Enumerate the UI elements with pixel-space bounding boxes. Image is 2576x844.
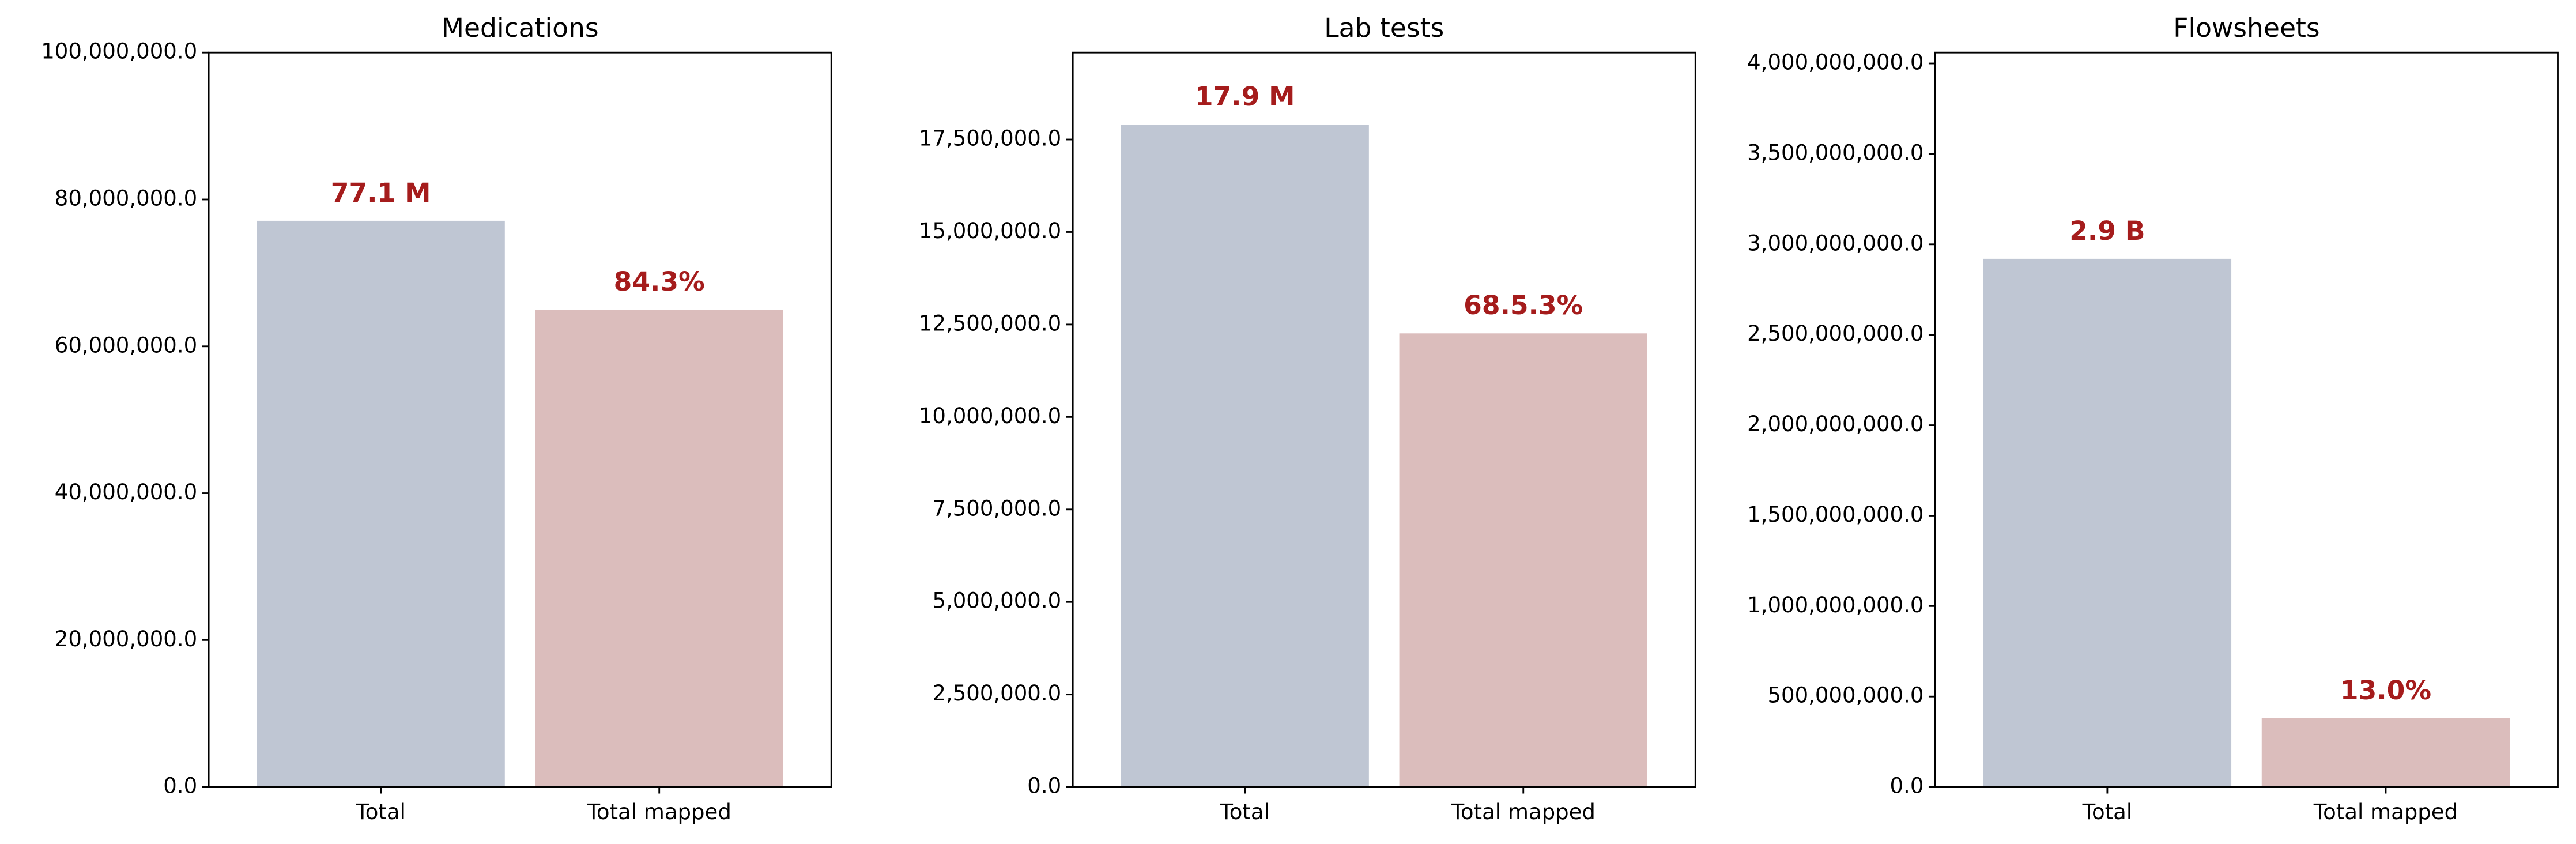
y-tick-label: 60,000,000.0 xyxy=(55,333,197,357)
bar-label: 2.9 B xyxy=(2069,216,2145,246)
y-tick-label: 0.0 xyxy=(163,774,197,798)
bar-label: 68.5.3% xyxy=(1464,290,1583,321)
y-tick-label: 500,000,000.0 xyxy=(1767,683,1923,708)
chart-title: Lab tests xyxy=(1324,13,1444,43)
bar xyxy=(1121,125,1369,788)
y-tick-label: 80,000,000.0 xyxy=(55,186,197,210)
y-tick-label: 2,500,000.0 xyxy=(932,681,1061,706)
bar xyxy=(1399,333,1647,788)
y-tick-label: 15,000,000.0 xyxy=(919,218,1061,243)
axes-frame xyxy=(1934,51,2559,788)
bar xyxy=(535,310,783,788)
bar xyxy=(257,220,505,788)
x-tick-label: Total mapped xyxy=(1451,800,1596,824)
y-tick-label: 100,000,000.0 xyxy=(41,39,197,64)
y-tick-label: 7,500,000.0 xyxy=(932,496,1061,521)
chart-title: Flowsheets xyxy=(2173,13,2319,43)
y-tick-label: 0.0 xyxy=(1890,774,1924,798)
y-tick-label: 12,500,000.0 xyxy=(919,311,1061,336)
y-tick-label: 10,000,000.0 xyxy=(919,404,1061,428)
y-tick-label: 2,500,000,000.0 xyxy=(1747,321,1923,346)
x-tick-label: Total xyxy=(2082,800,2132,824)
x-tick-label: Total xyxy=(355,800,405,824)
y-tick-label: 17,500,000.0 xyxy=(919,126,1061,151)
x-tick-label: Total mapped xyxy=(2313,800,2458,824)
bar-label: 84.3% xyxy=(614,266,705,297)
bar-label: 77.1 M xyxy=(331,178,431,208)
bar xyxy=(2261,718,2510,788)
bar-label: 17.9 M xyxy=(1195,81,1295,112)
y-tick-label: 20,000,000.0 xyxy=(55,627,197,651)
x-tick-label: Total xyxy=(1219,800,1269,824)
y-tick-label: 5,000,000.0 xyxy=(932,589,1061,613)
y-tick-label: 1,500,000,000.0 xyxy=(1747,502,1923,527)
chart-title: Medications xyxy=(442,13,599,43)
axes-frame xyxy=(208,51,832,788)
y-tick-label: 1,000,000,000.0 xyxy=(1747,593,1923,617)
y-tick-label: 0.0 xyxy=(1027,774,1061,798)
y-tick-label: 40,000,000.0 xyxy=(55,480,197,504)
x-tick-label: Total mapped xyxy=(587,800,731,824)
bar-label: 13.0% xyxy=(2340,675,2431,706)
y-tick-label: 2,000,000,000.0 xyxy=(1747,412,1923,436)
y-tick-label: 3,000,000,000.0 xyxy=(1747,231,1923,255)
y-tick-label: 3,500,000,000.0 xyxy=(1747,140,1923,165)
axes-frame xyxy=(1072,51,1696,788)
bar xyxy=(1983,258,2232,788)
y-tick-label: 4,000,000,000.0 xyxy=(1747,50,1923,75)
